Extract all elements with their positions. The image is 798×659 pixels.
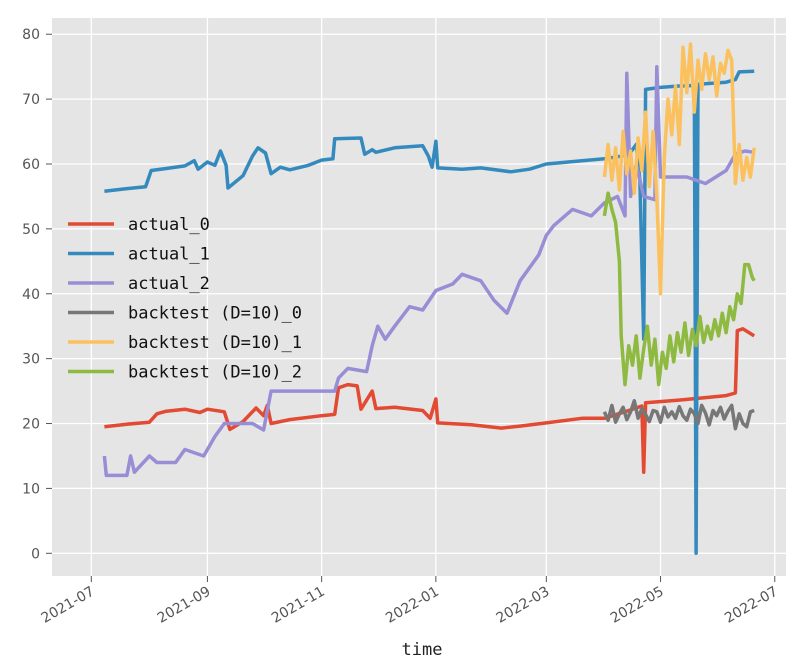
series-line-3 bbox=[602, 399, 755, 431]
x-tick-label: 2022-05 bbox=[608, 584, 667, 627]
legend-entry: actual_1 bbox=[128, 245, 210, 265]
series-line-2 bbox=[102, 64, 755, 478]
y-tick-label: 40 bbox=[22, 287, 40, 303]
series-line-0 bbox=[104, 327, 756, 474]
legend-entry: backtest (D=10)_2 bbox=[128, 363, 302, 383]
y-tick-label: 60 bbox=[22, 157, 40, 173]
series-line-5 bbox=[602, 191, 756, 387]
legend-entry: backtest (D=10)_0 bbox=[128, 304, 302, 324]
legend-entry: backtest (D=10)_1 bbox=[128, 333, 302, 353]
series-group bbox=[102, 42, 756, 556]
legend-entry: actual_2 bbox=[128, 274, 210, 294]
x-tick-label: 2022-03 bbox=[494, 584, 553, 627]
plot-background bbox=[52, 18, 786, 576]
y-tick-label: 10 bbox=[22, 481, 40, 497]
x-tick-label: 2021-09 bbox=[155, 584, 214, 627]
x-tick-label: 2021-07 bbox=[39, 584, 98, 627]
y-tick-label: 70 bbox=[22, 92, 40, 108]
legend: actual_0 actual_1 actual_2 backtest (D=10)_… bbox=[68, 215, 302, 383]
x-axis: 2021-07 2021-09 2021-11 2022-01 2022-03 2022-… bbox=[39, 576, 781, 627]
legend-entry: actual_0 bbox=[128, 215, 210, 235]
x-tick-label: 2022-07 bbox=[722, 584, 781, 627]
y-tick-label: 80 bbox=[22, 27, 40, 43]
y-tick-label: 20 bbox=[22, 417, 40, 433]
x-tick-label: 2021-11 bbox=[269, 584, 328, 627]
series-line-4 bbox=[602, 42, 756, 296]
grid bbox=[52, 18, 786, 576]
x-axis-label: time bbox=[402, 640, 443, 659]
y-tick-label: 30 bbox=[22, 352, 40, 368]
y-axis: 0 10 20 30 40 50 60 70 80 bbox=[22, 27, 52, 562]
y-tick-label: 0 bbox=[31, 546, 40, 562]
x-tick-label: 2022-01 bbox=[383, 584, 442, 627]
y-tick-label: 50 bbox=[22, 222, 40, 238]
